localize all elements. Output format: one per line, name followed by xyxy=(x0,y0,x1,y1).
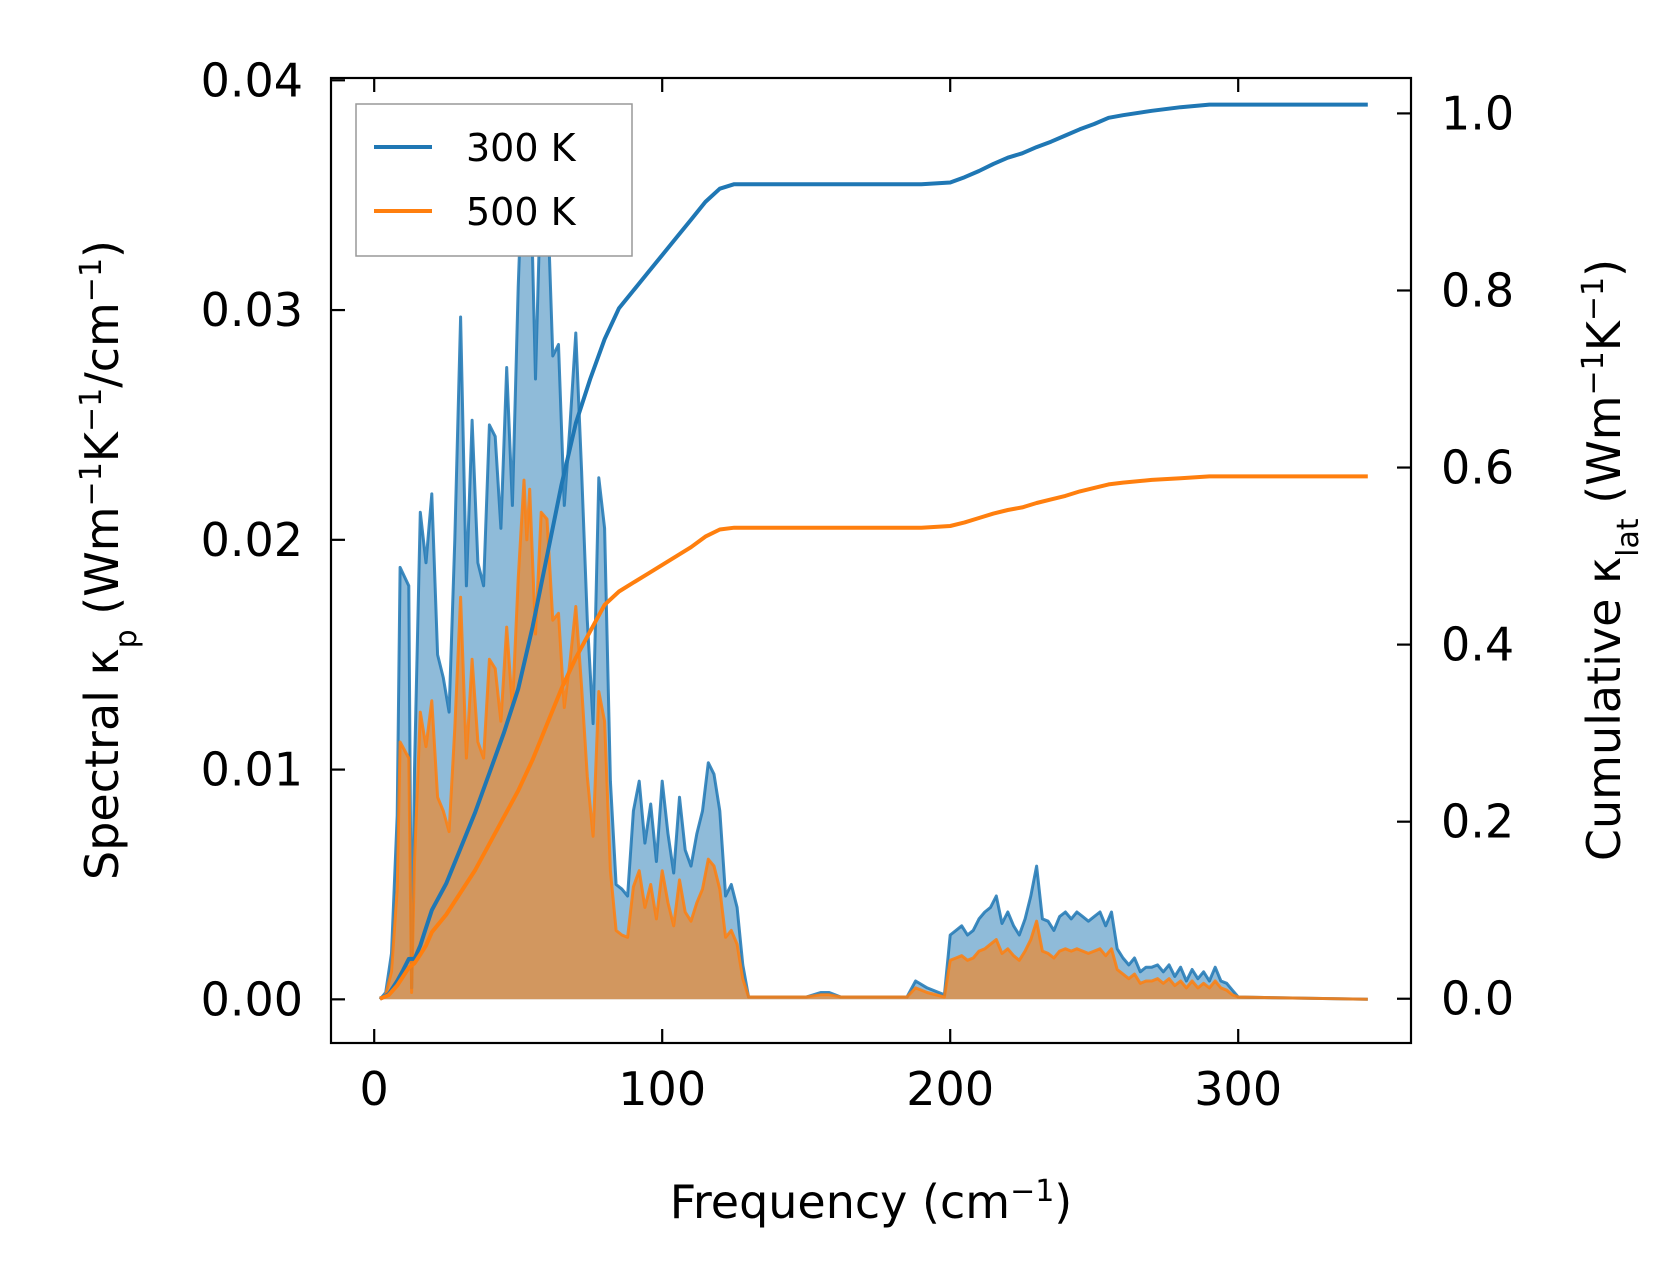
x-axis-label: Frequency (cm−1) xyxy=(670,1174,1073,1230)
spectral-line-0 xyxy=(378,124,1368,1001)
y-axis-label: Spectral κp (Wm−1K−1/cm−1) xyxy=(74,240,144,880)
cumulative-line-0 xyxy=(379,102,1368,1001)
legend: 300 K 500 K xyxy=(355,103,633,257)
y2-tick-label: 0.6 xyxy=(1441,441,1514,495)
legend-box xyxy=(355,103,633,257)
plot-lines xyxy=(378,102,1368,1001)
y-tick-label: 0.02 xyxy=(201,513,303,567)
y-tick-label: 0.03 xyxy=(201,283,303,337)
axes xyxy=(329,76,1413,1045)
x-tick-label: 300 xyxy=(1194,1062,1282,1116)
legend-label-500k: 500 K xyxy=(466,190,577,234)
y-tick-label: 0.00 xyxy=(201,972,303,1026)
legend-label-300k: 300 K xyxy=(466,126,577,170)
y2-tick-label: 0.0 xyxy=(1441,972,1514,1026)
y2-tick-label: 0.8 xyxy=(1441,263,1514,317)
plot-frame xyxy=(329,76,1413,1045)
y-tick-label: 0.01 xyxy=(201,743,303,797)
x-tick-label: 0 xyxy=(360,1062,389,1116)
y-tick-label: 0.04 xyxy=(201,53,303,107)
spectral-line-1 xyxy=(379,478,1368,1001)
spectral-area-1 xyxy=(380,480,1368,1000)
y2-tick-label: 1.0 xyxy=(1441,86,1514,140)
spectral-fills xyxy=(380,126,1368,1000)
ticks: 0 100 200 300 0.00 0.01 0.02 0.03 0.04 0.0 0.2 0.4 0… xyxy=(201,53,1515,1116)
y2-tick-label: 0.2 xyxy=(1441,795,1514,849)
x-tick-label: 100 xyxy=(618,1062,706,1116)
x-tick-label: 200 xyxy=(906,1062,994,1116)
y2-tick-label: 0.4 xyxy=(1441,618,1514,672)
y2-axis-label: Cumulative κlat (Wm−1K−1) xyxy=(1576,259,1646,861)
cumulative-line-1 xyxy=(379,474,1368,1001)
